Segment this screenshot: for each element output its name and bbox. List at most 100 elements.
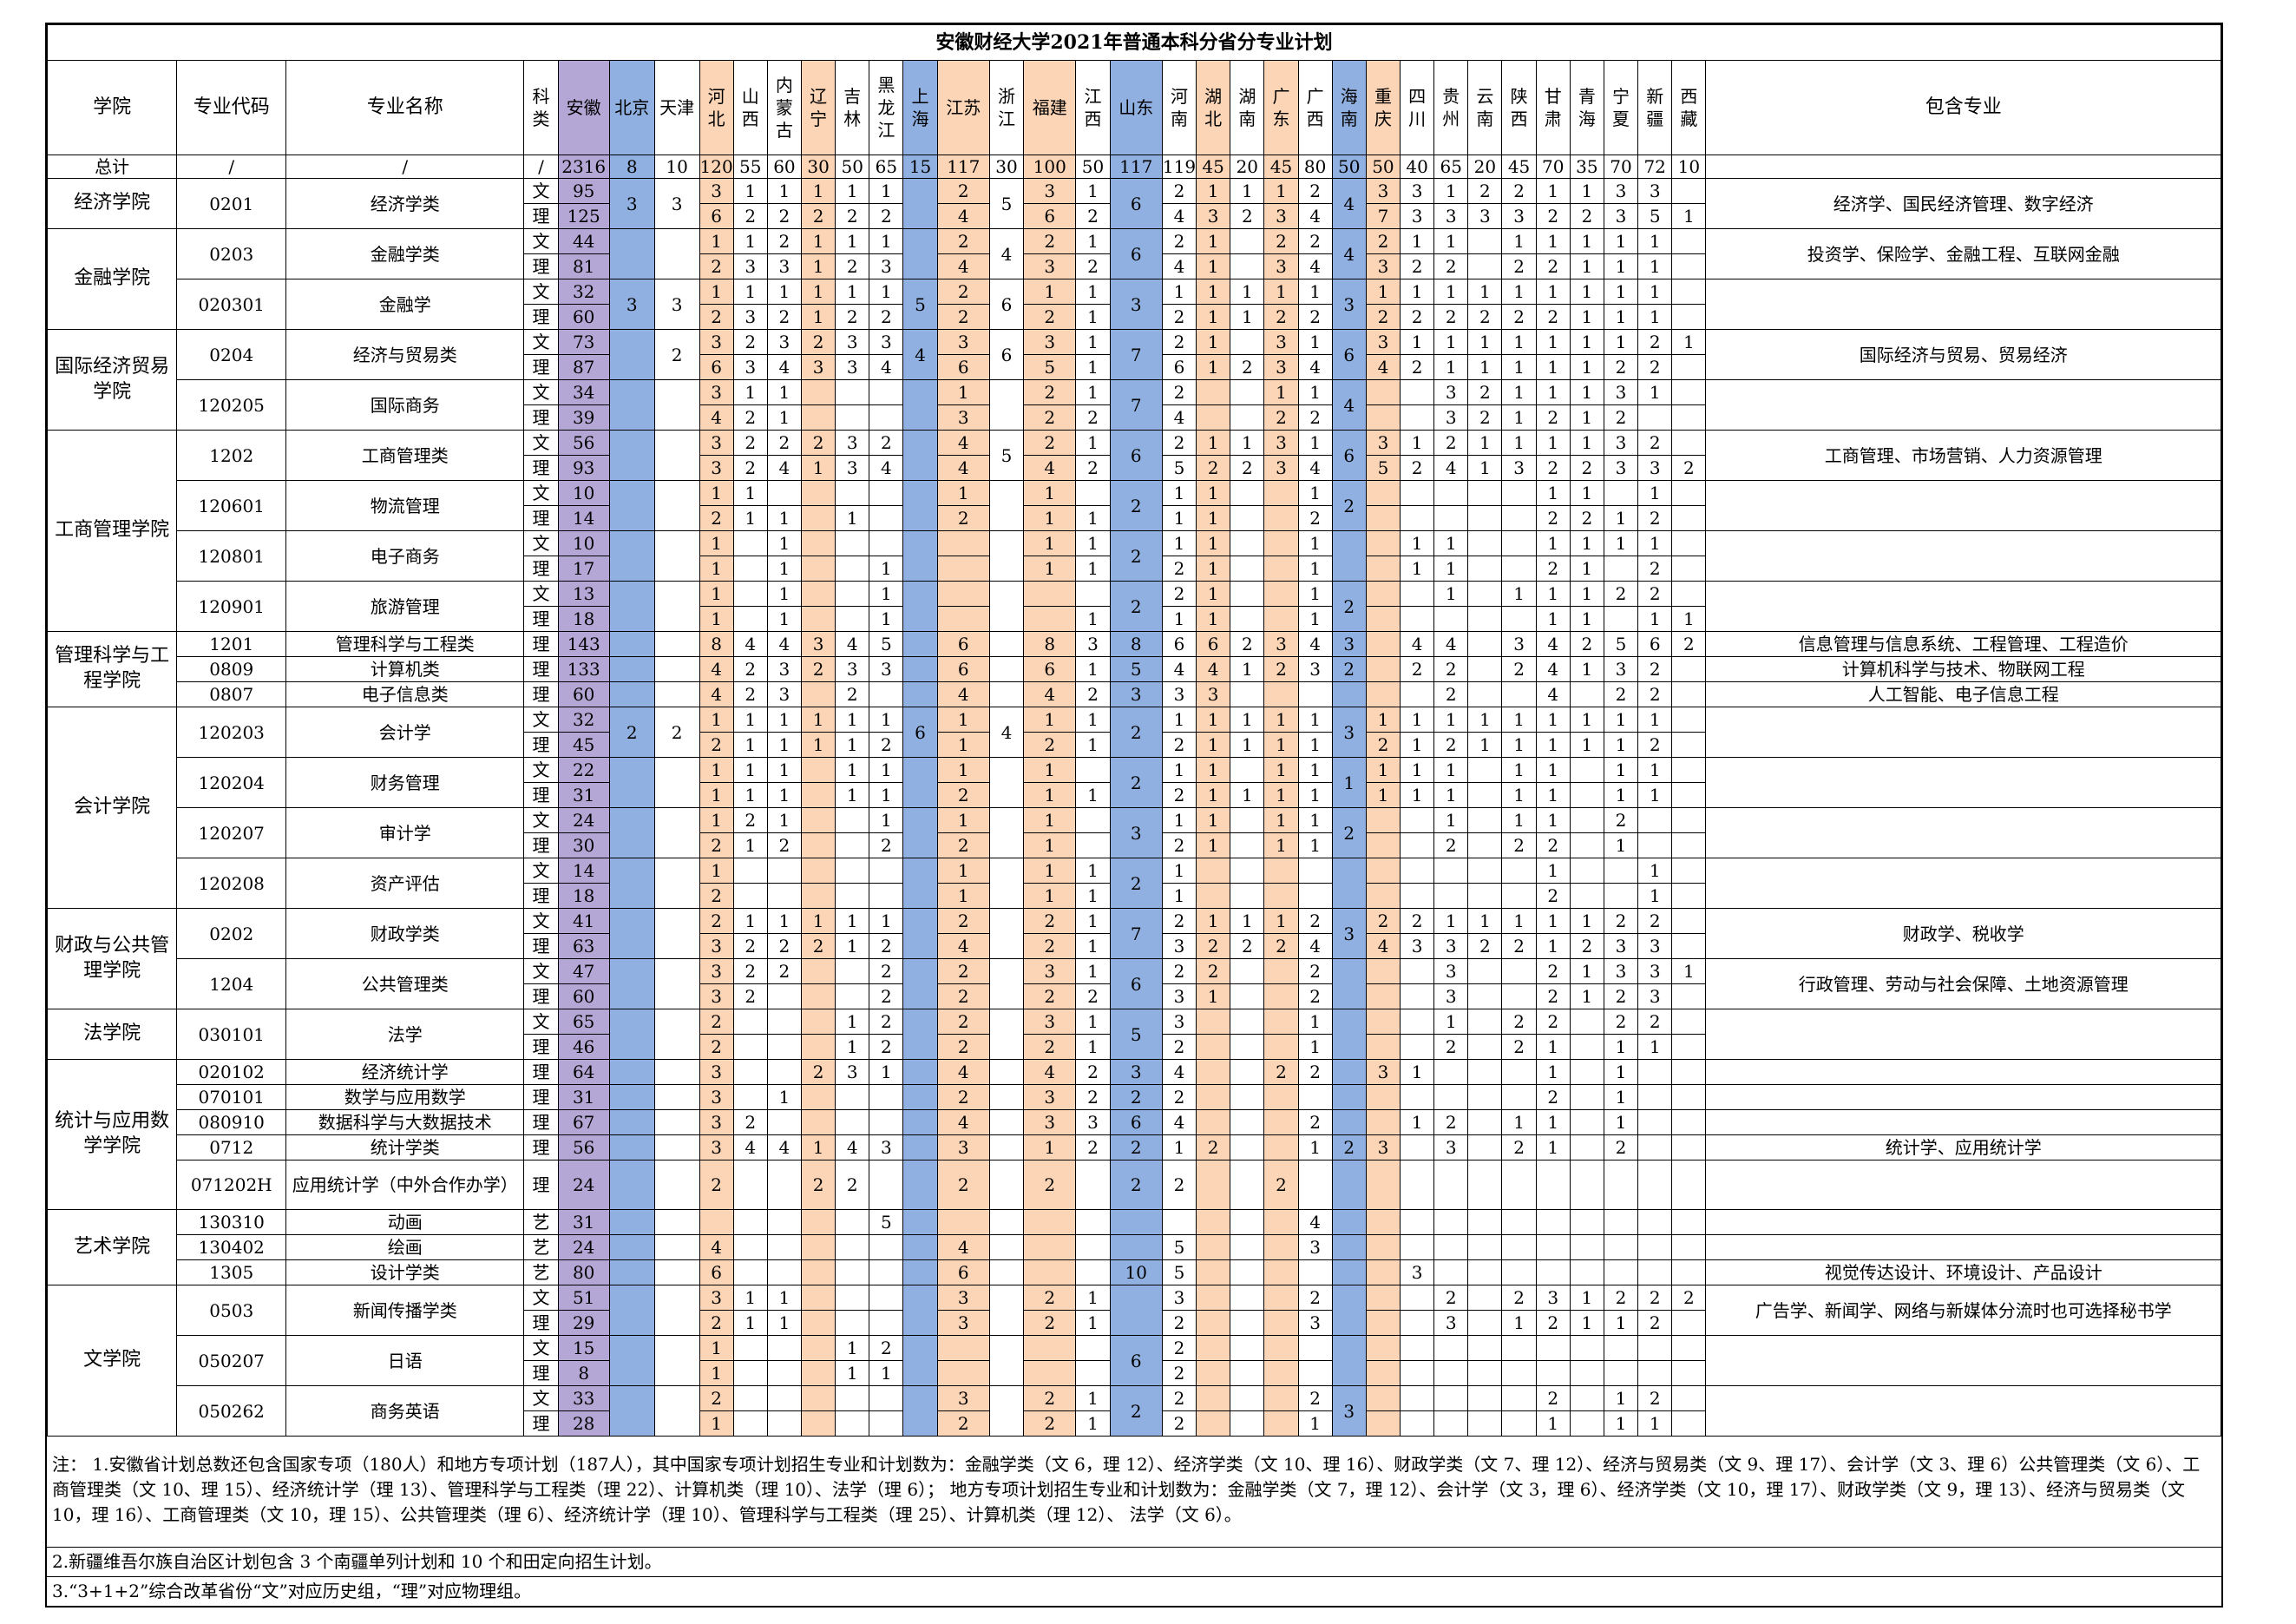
- table-row: 1305 设计学类艺 80 6 6 10 5 3 视觉传达设计、环境设计、产品设计: [48, 1259, 2221, 1285]
- quota-cell: 1: [869, 782, 904, 808]
- table-row: 理 18 2 1 1 1 1 2 1: [48, 883, 2221, 909]
- quota-cell: [1569, 1335, 1604, 1361]
- quota-cell: 2: [1023, 908, 1077, 934]
- quota-cell: 1: [1161, 883, 1197, 909]
- quota-cell: 2: [1161, 1310, 1197, 1336]
- quota-cell: [835, 807, 870, 833]
- quota-cell: 1: [1569, 958, 1604, 984]
- includes-cell: 国际经济与贸易、贸易经济: [1705, 329, 2221, 380]
- category-cell: 文: [523, 178, 559, 204]
- quota-cell: 1: [1603, 1410, 1639, 1437]
- major-code-cell: 120601: [176, 480, 287, 531]
- quota-cell: [766, 1059, 803, 1085]
- quota-cell: [1331, 1084, 1367, 1110]
- quota-cell: 2: [1331, 581, 1367, 632]
- quota-cell: [1400, 606, 1435, 632]
- quota-cell: 1: [1569, 430, 1604, 456]
- quota-cell: [1433, 505, 1469, 531]
- quota-cell: 2: [1023, 732, 1077, 758]
- category-cell: 文: [523, 1285, 559, 1311]
- quota-cell: [1671, 832, 1707, 858]
- quota-cell: 2: [1075, 1084, 1111, 1110]
- category-cell: 文: [523, 707, 559, 733]
- quota-cell: 1: [1569, 656, 1604, 682]
- quota-cell: [1671, 707, 1707, 733]
- quota-cell: 1: [1535, 530, 1571, 556]
- quota-cell: 3: [1331, 1385, 1367, 1437]
- major-name-cell: 公共管理类: [285, 958, 525, 1009]
- quota-cell: [1467, 1385, 1503, 1411]
- note-3: 3.“3+1+2”综合改革省份“文”对应历史组，“理”对应物理组。: [52, 1581, 532, 1601]
- quota-cell: 1: [699, 1335, 734, 1361]
- quota-cell: 1: [1297, 832, 1333, 858]
- quota-cell: [1569, 1134, 1604, 1160]
- quota-cell: [800, 1385, 836, 1411]
- total-cell: 70: [1603, 155, 1639, 179]
- quota-cell: 3: [835, 1059, 870, 1085]
- quota-cell: 1: [1569, 404, 1604, 431]
- quota-cell: 2: [835, 253, 870, 279]
- quota-cell: [1230, 329, 1265, 355]
- quota-cell: [1501, 1234, 1537, 1260]
- quota-cell: [608, 858, 655, 909]
- quota-cell: 5: [1109, 656, 1163, 682]
- quota-cell: 3: [1297, 1234, 1333, 1260]
- quota-cell: [1230, 1360, 1265, 1386]
- quota-cell: 1: [766, 707, 803, 733]
- quota-cell: [1433, 1209, 1469, 1235]
- quota-cell: 1: [766, 178, 803, 204]
- quota-cell: 3: [1365, 178, 1401, 204]
- quota-cell: [1230, 757, 1265, 783]
- quota-cell: 1: [1196, 253, 1231, 279]
- quota-cell: [732, 1059, 768, 1085]
- quota-cell: 1: [1433, 329, 1469, 355]
- quota-cell: 1: [1400, 430, 1435, 456]
- quota-cell: [869, 530, 904, 556]
- quota-cell: 2: [1535, 883, 1571, 909]
- table-row: 理 29 2 1 1 3 2 1 2 3 3 1 2 1 1 2: [48, 1310, 2221, 1336]
- quota-cell: 2: [1161, 1360, 1197, 1386]
- quota-cell: 2: [1433, 1034, 1469, 1060]
- total-code: /: [176, 155, 287, 179]
- quota-cell: [1400, 379, 1435, 405]
- quota-cell: 2: [1161, 1410, 1197, 1437]
- quota-cell: [1671, 757, 1707, 783]
- quota-cell: [1467, 1285, 1503, 1311]
- quota-cell: [1365, 1160, 1401, 1210]
- quota-cell: [936, 556, 990, 582]
- major-name-cell: 金融学: [285, 279, 525, 330]
- quota-cell: [1603, 480, 1639, 506]
- category-cell: 理: [523, 631, 559, 657]
- quota-cell: 3: [1535, 1285, 1571, 1311]
- quota-cell: [1433, 883, 1469, 909]
- quota-cell: 3: [1297, 656, 1333, 682]
- quota-cell: 1: [1230, 908, 1265, 934]
- major-code-cell: 120205: [176, 379, 287, 431]
- quota-cell: [936, 1335, 990, 1361]
- quota-cell: 51: [557, 1285, 610, 1311]
- quota-cell: 1: [800, 455, 836, 481]
- quota-cell: [1263, 581, 1299, 607]
- quota-cell: [1196, 1109, 1231, 1135]
- quota-cell: 1: [1569, 983, 1604, 1009]
- quota-cell: [608, 581, 655, 632]
- quota-cell: 2: [835, 203, 870, 229]
- quota-cell: [732, 556, 768, 582]
- quota-cell: 1: [1297, 379, 1333, 405]
- quota-cell: 3: [1603, 379, 1639, 405]
- total-cell: 45: [1263, 155, 1299, 179]
- table-title: 安徽财经大学2021年普通本科分省分专业计划: [47, 24, 2221, 61]
- category-cell: 理: [523, 1160, 559, 1210]
- quota-cell: 2: [699, 1385, 734, 1411]
- quota-cell: [1671, 1259, 1707, 1285]
- quota-cell: 1: [1023, 807, 1077, 833]
- quota-cell: [1365, 1410, 1401, 1437]
- table-row: 020301 金融学文 32 3 3 1 1 1 1 1 1 5 2 6 1 1 3 1 1 1 1 1 3 1 1 1 1 1 1 1 1…: [48, 279, 2221, 330]
- quota-cell: 3: [1263, 253, 1299, 279]
- quota-cell: [1671, 581, 1707, 607]
- quota-cell: 1: [1603, 1109, 1639, 1135]
- quota-cell: 7: [1109, 329, 1163, 380]
- quota-cell: [1230, 1009, 1265, 1035]
- quota-cell: [902, 631, 938, 657]
- quota-cell: 1: [869, 1059, 904, 1085]
